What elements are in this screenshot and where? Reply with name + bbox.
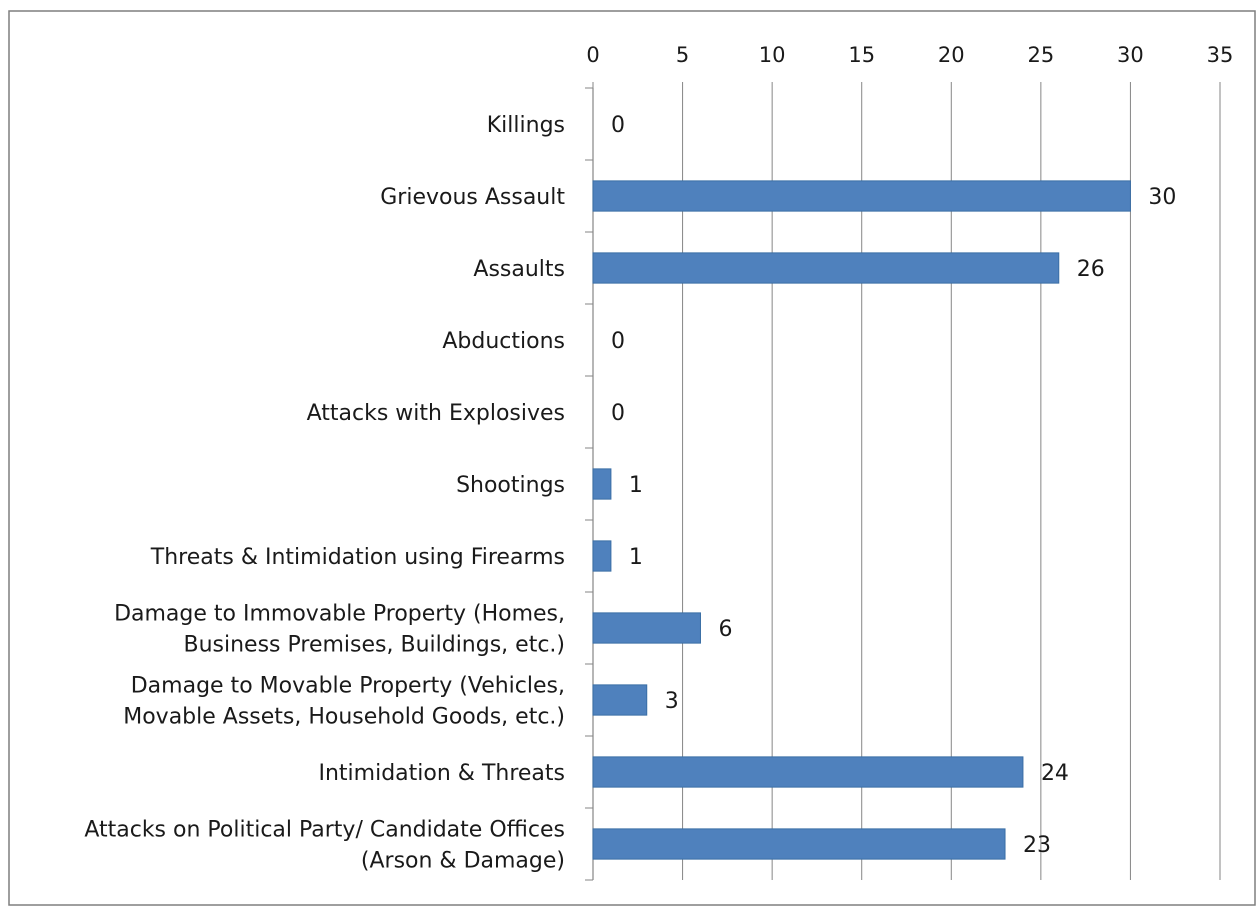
bar [592, 612, 701, 644]
bars [592, 180, 1131, 860]
x-tick-label: 15 [848, 43, 875, 67]
category-label-line: Attacks on Political Party/ Candidate Of… [84, 818, 565, 843]
data-label: 0 [611, 401, 625, 426]
category-label-line: Movable Assets, Household Goods, etc.) [123, 705, 565, 730]
category-label-line: Killings [487, 113, 565, 138]
x-tick-label: 25 [1027, 43, 1054, 67]
data-label: 1 [629, 473, 643, 498]
category-label-line: Damage to Movable Property (Vehicles, [131, 674, 565, 699]
category-label: Abductions [442, 329, 565, 354]
bar [592, 540, 612, 572]
category-label-line: (Arson & Damage) [361, 849, 565, 874]
x-tick-label: 0 [586, 43, 599, 67]
x-tick-label: 35 [1207, 43, 1234, 67]
category-label: Grievous Assault [380, 185, 565, 210]
data-label: 24 [1041, 761, 1069, 786]
category-label-line: Business Premises, Buildings, etc.) [184, 633, 566, 658]
category-label-line: Shootings [456, 473, 565, 498]
category-label: Attacks on Political Party/ Candidate Of… [84, 818, 565, 874]
x-tick-label: 20 [938, 43, 965, 67]
x-tick-label: 5 [676, 43, 689, 67]
category-label: Shootings [456, 473, 565, 498]
data-label: 23 [1023, 833, 1051, 858]
bar [592, 180, 1131, 212]
category-label-line: Damage to Immovable Property (Homes, [114, 602, 565, 627]
data-label: 0 [611, 329, 625, 354]
category-label-line: Abductions [442, 329, 565, 354]
category-label: Killings [487, 113, 565, 138]
category-label: Attacks with Explosives [307, 401, 565, 426]
category-label: Assaults [473, 257, 565, 282]
category-label-line: Attacks with Explosives [307, 401, 565, 426]
data-label: 1 [629, 545, 643, 570]
data-label: 0 [611, 113, 625, 138]
category-label-line: Threats & Intimidation using Firearms [150, 545, 565, 570]
x-tick-label: 10 [759, 43, 786, 67]
gridlines [682, 88, 1221, 880]
category-label: Threats & Intimidation using Firearms [150, 545, 565, 570]
category-label-line: Intimidation & Threats [319, 761, 566, 786]
bar [592, 468, 612, 500]
bar [592, 252, 1060, 284]
chart-border [8, 10, 1256, 906]
data-label: 26 [1077, 257, 1105, 282]
bar [592, 756, 1024, 788]
x-tick-label: 30 [1117, 43, 1144, 67]
category-label: Damage to Movable Property (Vehicles, Mov… [123, 674, 565, 730]
bar [592, 684, 648, 716]
data-label: 3 [665, 689, 679, 714]
category-label: Intimidation & Threats [319, 761, 566, 786]
category-label-line: Grievous Assault [380, 185, 565, 210]
data-label: 6 [718, 617, 732, 642]
bar [592, 828, 1006, 860]
category-label: Damage to Immovable Property (Homes, Busi… [114, 602, 565, 658]
category-label-line: Assaults [473, 257, 565, 282]
data-label: 30 [1148, 185, 1176, 210]
